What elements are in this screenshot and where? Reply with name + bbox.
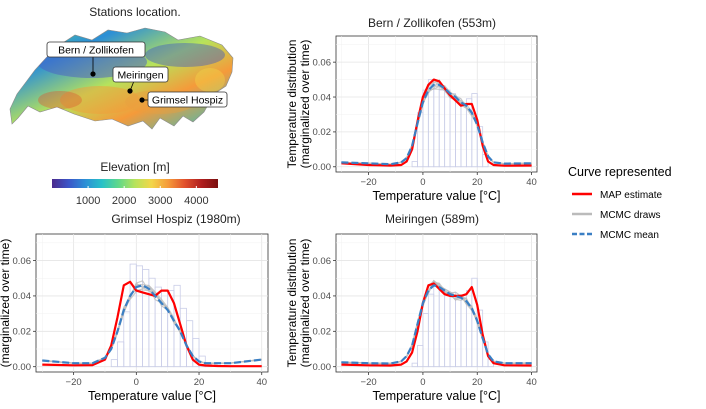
legend-label: MAP estimate	[600, 190, 662, 201]
y-tick-label: 0.06	[313, 57, 332, 68]
station-marker-meiringen: Meiringen	[112, 66, 169, 94]
density-panel-2: Grimsel Hospiz (1980m) −20 0 20 40 Temperatur…	[0, 212, 269, 403]
y-axis-label: Temperature distribution(marginalized ov…	[285, 40, 312, 169]
colorbar-tick-label: 1000	[76, 195, 100, 207]
x-tick-label: −20	[66, 377, 82, 388]
x-axis-label: Temperature value [°C]	[373, 389, 501, 403]
x-tick-label: 20	[194, 377, 205, 388]
legend-label: MCMC draws	[600, 210, 661, 221]
x-tick-label: 0	[134, 377, 139, 388]
x-tick-label: 40	[526, 177, 537, 188]
station-label-bern: Bern / Zollikofen	[58, 45, 134, 57]
legend-item: MCMC mean	[572, 230, 659, 241]
x-tick-label: 0	[420, 377, 425, 388]
station-label-grimsel: Grimsel Hospiz	[152, 95, 223, 107]
legend-label: MCMC mean	[600, 230, 659, 241]
x-tick-label: −20	[361, 177, 377, 188]
x-tick-label: 40	[526, 377, 537, 388]
plot-area	[35, 233, 269, 373]
panel-title: Meiringen (589m)	[385, 212, 479, 226]
panel-title: Bern / Zollikofen (553m)	[368, 16, 496, 30]
x-tick-label: 20	[472, 177, 483, 188]
station-map-panel: Stations location. Bern / Zollikofen	[9, 5, 234, 207]
x-tick-label: −20	[361, 377, 377, 388]
histogram	[110, 263, 212, 368]
y-tick-label: 0.00	[313, 162, 332, 173]
x-tick-label: 0	[420, 177, 425, 188]
x-axis-label: Temperature value [°C]	[373, 189, 501, 203]
y-tick-label: 0.02	[13, 327, 32, 338]
colorbar-tick-label: 3000	[148, 195, 172, 207]
legend-title: Curve represented	[568, 165, 672, 179]
legend-item: MCMC draws	[572, 210, 661, 221]
map-estimate-line	[341, 78, 532, 167]
station-label-meiringen: Meiringen	[117, 70, 163, 82]
y-tick-label: 0.06	[313, 256, 332, 267]
histogram-bar	[192, 337, 200, 368]
x-axis: −20 0 20 40 Temperature value [°C]	[361, 172, 537, 203]
y-tick-label: 0.00	[313, 362, 332, 373]
y-tick-label: 0.04	[313, 291, 332, 302]
colorbar-tick-label: 2000	[112, 195, 136, 207]
y-tick-label: 0.02	[313, 127, 332, 138]
plot-area	[335, 233, 538, 373]
x-axis: −20 0 20 40 Temperature value [°C]	[361, 372, 537, 403]
y-axis-label: Temperature distribution(marginalized ov…	[285, 239, 312, 368]
panel-title: Grimsel Hospiz (1980m)	[111, 212, 240, 226]
plot-area	[335, 35, 538, 173]
station-marker-grimsel: Grimsel Hospiz	[139, 91, 228, 108]
y-tick-label: 0.06	[13, 256, 32, 267]
mcmc-mean-line	[341, 83, 532, 166]
y-tick-label: 0.04	[13, 291, 32, 302]
y-axis-label: Temperature distribution(marginalized ov…	[0, 239, 12, 368]
density-panel-3: Meiringen (589m) −20 0 20 40 Temperature valu…	[285, 212, 538, 403]
x-axis-label: Temperature value [°C]	[88, 389, 216, 403]
x-tick-label: 40	[256, 377, 267, 388]
legend-item: MAP estimate	[572, 190, 662, 201]
legend: Curve represented MAP estimate MCMC draws…	[568, 165, 672, 241]
y-tick-label: 0.04	[313, 92, 332, 103]
elevation-colorbar: Elevation [m] 1000 2000 3000 4000	[52, 160, 218, 207]
colorbar-title: Elevation [m]	[100, 160, 169, 174]
mcmc-mean-line	[42, 284, 262, 365]
x-tick-label: 20	[472, 377, 483, 388]
colorbar-gradient	[52, 179, 218, 188]
mcmc-mean-line	[341, 284, 532, 365]
density-panel-1: Bern / Zollikofen (553m) −20 0 20 40 Temperat…	[285, 16, 538, 203]
y-tick-label: 0.02	[313, 327, 332, 338]
y-tick-label: 0.00	[13, 362, 32, 373]
map-title: Stations location.	[89, 5, 180, 19]
x-axis: −20 0 20 40 Temperature value [°C]	[66, 372, 267, 403]
station-marker-bern: Bern / Zollikofen	[46, 41, 146, 77]
colorbar-tick-label: 4000	[184, 195, 208, 207]
